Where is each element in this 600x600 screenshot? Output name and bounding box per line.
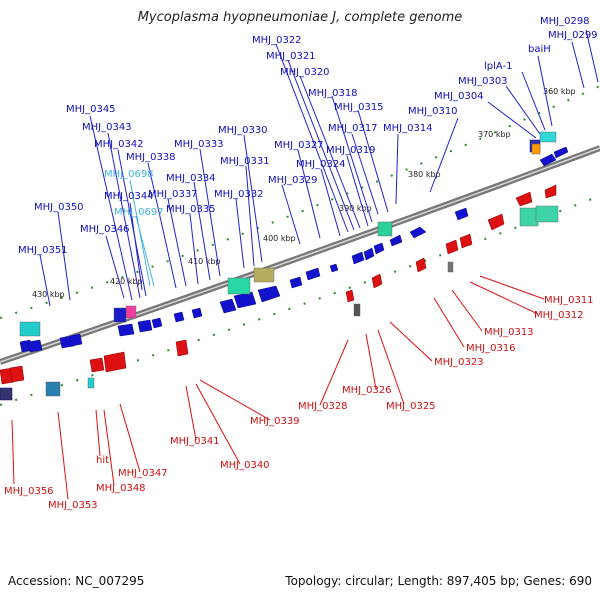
plus-gene-label: MHJ_0351 xyxy=(18,245,68,256)
plus-gene-label: lplA-1 xyxy=(484,61,513,72)
plus-gene-label: MHJ_0345 xyxy=(66,104,116,115)
plus-gene-label: MHJ_0698 xyxy=(104,169,154,180)
minus-gene-label: MHJ_0311 xyxy=(544,295,594,306)
plus-gene-label: MHJ_0332 xyxy=(214,189,264,200)
plus-gene-label: MHJ_0330 xyxy=(218,125,268,136)
plus-gene-label: MHJ_0342 xyxy=(94,139,144,150)
scale-tick-label: 390 kbp xyxy=(339,204,372,213)
plus-gene-label: MHJ_0327 xyxy=(274,140,324,151)
minus-gene-label: MHJ_0328 xyxy=(298,401,348,412)
page-title: Mycoplasma hyopneumoniae J, complete gen… xyxy=(137,10,463,25)
accession-text: Accession: NC_007295 xyxy=(8,574,145,588)
plus-gene-label: MHJ_0350 xyxy=(34,202,84,213)
plus-gene-label: MHJ_0298 xyxy=(540,16,590,27)
plus-gene-label: MHJ_0318 xyxy=(308,88,358,99)
minus-gene-label: MHJ_0326 xyxy=(342,385,392,396)
scale-tick-label: 420 kbp xyxy=(110,277,143,286)
plus-gene-label: MHJ_0303 xyxy=(458,76,508,87)
plus-gene-label: MHJ_0324 xyxy=(296,159,346,170)
minus-gene-label: MHJ_0340 xyxy=(220,460,270,471)
plus-gene-label: MHJ_0346 xyxy=(80,224,130,235)
minus-gene-label: MHJ_0347 xyxy=(118,468,168,479)
minus-gene-label: MHJ_0323 xyxy=(434,357,484,368)
plus-gene-label: MHJ_0343 xyxy=(82,122,132,133)
minus-gene-label: MHJ_0348 xyxy=(96,483,146,494)
plus-gene-label: MHJ_0315 xyxy=(334,102,384,113)
minus-gene-label: MHJ_0316 xyxy=(466,343,516,354)
scale-tick-label: 380 kbp xyxy=(408,170,441,179)
minus-gene-label: MHJ_0356 xyxy=(4,486,54,497)
minus-gene-label: MHJ_0339 xyxy=(250,416,300,427)
plus-gene-label: MHJ_0337 xyxy=(148,189,198,200)
scale-tick-label: 430 kbp xyxy=(32,290,65,299)
inner-tick-arc xyxy=(0,195,600,406)
scale-tick-label: 410 kbp xyxy=(188,257,221,266)
plus-gene-label: MHJ_0335 xyxy=(166,204,216,215)
scale-tick-label: 400 kbp xyxy=(263,234,296,243)
minus-gene-label: MHJ_0325 xyxy=(386,401,436,412)
plus-gene-label: MHJ_0317 xyxy=(328,123,378,134)
plus-gene-label: MHJ_0310 xyxy=(408,106,458,117)
plus-gene-label: MHJ_0331 xyxy=(220,156,270,167)
minus-gene-label: MHJ_0313 xyxy=(484,327,534,338)
minus-gene-label: hit xyxy=(96,455,109,466)
plus-gene-label: MHJ_0334 xyxy=(166,173,216,184)
plus-gene-label: MHJ_0338 xyxy=(126,152,176,163)
plus-gene-label: MHJ_0320 xyxy=(280,67,330,78)
plus-gene-label: MHJ_0319 xyxy=(326,145,376,156)
minus-gene-label: MHJ_0312 xyxy=(534,310,584,321)
plus-gene-label: MHJ_0322 xyxy=(252,35,302,46)
minus-gene-label: MHJ_0341 xyxy=(170,436,220,447)
plus-gene-label: MHJ_0321 xyxy=(266,51,316,62)
plus-gene-label: MHJ_0344 xyxy=(104,191,154,202)
minus-gene-label: MHJ_0353 xyxy=(48,500,98,511)
plus-gene-label: MHJ_0304 xyxy=(434,91,484,102)
plus-gene-label: MHJ_0329 xyxy=(268,175,318,186)
plus-gene-label: MHJ_0299 xyxy=(548,30,598,41)
plus-gene-label: MHJ_0333 xyxy=(174,139,224,150)
scale-tick-label: 360 kbp xyxy=(543,87,576,96)
scale-tick-label: 370 kbp xyxy=(478,130,511,139)
plus-gene-label: baiH xyxy=(528,44,551,55)
plus-gene-label: MHJ_0697 xyxy=(114,207,164,218)
topology-summary: Topology: circular; Length: 897,405 bp; … xyxy=(285,574,592,588)
plus-gene-label: MHJ_0314 xyxy=(383,123,433,134)
